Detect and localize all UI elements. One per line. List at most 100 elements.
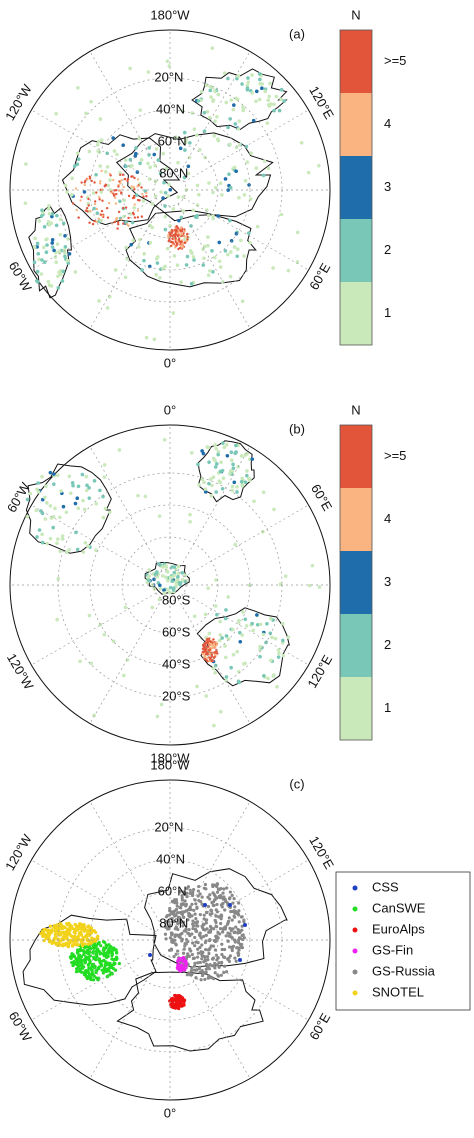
station [23,201,28,205]
station [210,964,215,968]
station [228,274,233,279]
station [216,887,221,891]
station [202,917,206,921]
station [114,218,118,221]
station [242,661,246,666]
station [120,191,123,194]
station [168,923,172,928]
station [215,612,219,617]
station [50,212,55,216]
station [228,903,232,907]
station [176,963,180,967]
station [122,673,126,678]
station [177,934,181,939]
station [217,259,222,264]
station [281,621,285,626]
station [73,270,78,274]
station [195,213,199,218]
station [227,959,231,964]
station [186,235,189,239]
station [119,173,122,177]
station [193,912,197,916]
station [170,939,174,943]
station [113,196,117,199]
station [236,247,240,252]
meridian-label: 180°W [150,7,190,22]
station [202,913,206,917]
station [198,913,202,917]
station [58,549,63,554]
station [196,941,200,945]
station [95,191,98,194]
station [90,936,94,940]
station [186,164,191,169]
station [108,178,112,182]
station [209,658,212,661]
station [195,203,200,207]
station [176,195,181,199]
station [46,219,51,224]
station [95,936,99,940]
station [196,951,201,955]
station [74,970,79,974]
station [82,190,87,194]
legend-marker [352,969,358,975]
station [167,948,172,952]
station [98,488,102,493]
station [254,99,258,104]
station [262,159,267,163]
station [175,904,179,908]
station [228,890,232,894]
station [170,1005,174,1009]
station [153,163,157,168]
station [82,958,86,962]
station [76,943,81,947]
station [50,237,55,242]
station [274,94,279,99]
station [183,899,187,903]
station [93,929,97,933]
colorbar-segment [340,614,372,677]
station [233,905,237,909]
station [116,227,119,230]
station [85,957,89,961]
station [183,230,186,233]
legend-marker [352,948,358,954]
station [186,918,190,922]
station [251,118,256,123]
station [214,908,218,912]
station [220,487,225,491]
station [247,231,251,235]
station [213,939,218,943]
graticule [177,801,251,927]
station [206,445,211,450]
station [147,153,151,157]
station [83,961,87,965]
station [163,190,168,195]
station [162,588,166,592]
station [205,653,208,656]
station [155,714,160,719]
station [40,511,45,516]
station [216,973,220,977]
station [45,929,49,933]
station [260,86,264,90]
land [197,440,255,503]
graticule [89,109,251,271]
station [141,192,144,196]
station [52,248,56,253]
station [102,954,106,958]
station [215,958,219,962]
colorbar-segment [340,30,372,93]
station [236,127,241,131]
station [156,158,161,162]
station [164,920,168,924]
station [102,951,106,955]
station [95,943,99,947]
station [136,216,140,219]
station [198,892,202,896]
station [172,565,177,569]
station [48,924,53,928]
station [61,930,66,934]
station [81,498,85,503]
